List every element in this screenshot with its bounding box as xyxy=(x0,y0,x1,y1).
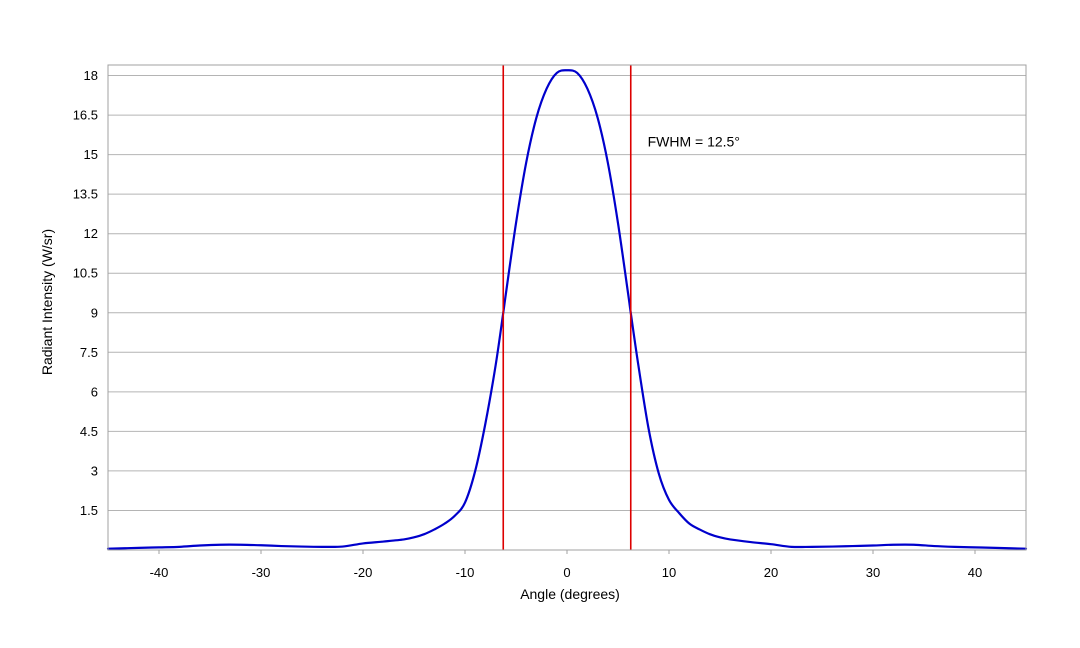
line-layer xyxy=(106,69,1028,550)
x-axis-title: Angle (degrees) xyxy=(520,586,620,602)
x-tick-label: -40 xyxy=(150,565,169,580)
y-tick-label: 12 xyxy=(84,226,98,241)
y-tick-label: 10.5 xyxy=(73,266,98,281)
x-tick-label: 20 xyxy=(764,565,778,580)
y-tick-label: 15 xyxy=(84,147,98,162)
fwhm-annotation: FWHM = 12.5° xyxy=(648,133,740,149)
y-tick-label: 16.5 xyxy=(73,108,98,123)
fwhm-marker-layer xyxy=(502,65,632,550)
plot-border xyxy=(107,64,1027,551)
tick-labels-layer: 1.5 3 4.5 6 7.5 9 10.5 12 13.5 15 16.5 18 -40 -30 -20 -… xyxy=(73,68,983,580)
x-tick-label: 30 xyxy=(866,565,880,580)
x-tick-label: -10 xyxy=(456,565,475,580)
y-tick-label: 9 xyxy=(91,305,98,320)
x-tick-label: 10 xyxy=(662,565,676,580)
axes-layer xyxy=(107,64,1027,554)
y-tick-label: 7.5 xyxy=(80,345,98,360)
y-tick-label: 18 xyxy=(84,68,98,83)
series-line xyxy=(106,69,1028,550)
x-tick-label: 0 xyxy=(563,565,570,580)
x-tick-label: -20 xyxy=(354,565,373,580)
y-tick-label: 6 xyxy=(91,384,98,399)
y-tick-label: 3 xyxy=(91,463,98,478)
y-tick-label: 13.5 xyxy=(73,187,98,202)
x-tick-label: 40 xyxy=(968,565,982,580)
y-tick-label: 1.5 xyxy=(80,503,98,518)
x-tick-label: -30 xyxy=(252,565,271,580)
y-axis-title: Radiant Intensity (W/sr) xyxy=(39,229,55,375)
y-tick-label: 4.5 xyxy=(80,424,98,439)
grid-layer xyxy=(108,75,1026,511)
